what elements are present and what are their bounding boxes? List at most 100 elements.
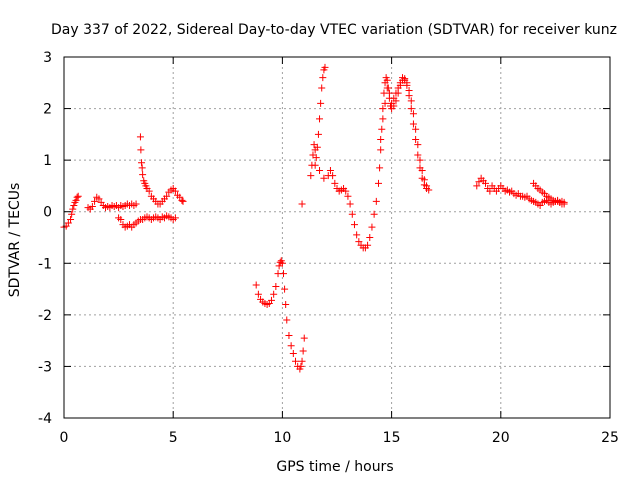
data-point-marker (171, 187, 179, 195)
data-point-marker (326, 166, 334, 174)
y-tick-label: -3 (38, 359, 52, 375)
data-point-marker (179, 197, 187, 205)
data-point-marker (64, 219, 72, 227)
data-point-marker (272, 282, 280, 290)
data-point-marker (137, 146, 145, 154)
data-point-marker (292, 357, 300, 365)
data-point-marker (379, 105, 387, 113)
x-tick-label: 25 (601, 430, 619, 446)
data-point-marker (72, 196, 80, 204)
data-point-marker (405, 92, 413, 100)
data-point-marker (409, 110, 417, 118)
data-point-marker (370, 210, 378, 218)
data-point-marker (372, 197, 380, 205)
x-tick-label: 20 (492, 430, 510, 446)
series-arc-2 (84, 193, 140, 213)
data-point-marker (163, 192, 171, 200)
data-point-marker (414, 151, 422, 159)
series-arc-1 (60, 192, 82, 231)
data-point-marker (320, 174, 328, 182)
data-point-marker (331, 179, 339, 187)
series-arc-7 (311, 74, 433, 252)
data-point-marker (486, 187, 494, 195)
data-point-marker (281, 285, 289, 293)
data-point-marker (70, 202, 78, 210)
data-point-marker (383, 76, 391, 84)
data-point-marker (279, 270, 287, 278)
data-point-marker (355, 238, 363, 246)
x-tick-label: 10 (273, 430, 291, 446)
data-point-marker (381, 99, 389, 107)
data-point-marker (329, 172, 337, 180)
series-arc-5 (252, 257, 308, 373)
data-point-marker (95, 195, 103, 203)
data-point-marker (374, 179, 382, 187)
y-axis-title: SDTVAR / TECUs (7, 183, 23, 298)
data-point-marker (139, 171, 147, 179)
data-point-marker (298, 200, 306, 208)
data-point-marker (287, 342, 295, 350)
data-point-marker (285, 331, 293, 339)
data-point-marker (416, 156, 424, 164)
data-point-marker (171, 214, 179, 222)
data-markers (60, 63, 568, 373)
data-point-marker (88, 203, 96, 211)
series-arc-6 (298, 63, 329, 208)
data-point-marker (414, 141, 422, 149)
data-point-marker (394, 84, 402, 92)
data-point-marker (299, 347, 307, 355)
data-point-marker (321, 63, 329, 71)
data-point-marker (300, 334, 308, 342)
series-arc-8 (377, 74, 431, 193)
data-point-marker (377, 136, 385, 144)
data-point-marker (270, 290, 278, 298)
series-arc-3 (115, 212, 179, 231)
data-point-marker (317, 99, 325, 107)
data-point-marker (68, 210, 76, 218)
data-point-marker (388, 99, 396, 107)
data-point-marker (412, 136, 420, 144)
data-point-marker (74, 192, 82, 200)
data-point-marker (407, 105, 415, 113)
data-point-marker (383, 84, 391, 92)
data-point-marker (289, 350, 297, 358)
y-tick-label: 0 (43, 205, 52, 221)
data-point-marker (278, 259, 286, 267)
data-point-marker (376, 164, 384, 172)
data-point-marker (482, 179, 490, 187)
data-point-marker (385, 89, 393, 97)
data-point-marker (368, 223, 376, 231)
data-point-marker (423, 185, 431, 193)
data-point-marker (390, 94, 398, 102)
y-tick-label: -1 (38, 256, 52, 272)
y-tick-label: -4 (38, 411, 52, 427)
series-arc-10 (530, 179, 568, 208)
data-point-marker (312, 154, 320, 162)
y-tick-label: 2 (43, 102, 52, 118)
data-point-marker (475, 178, 483, 186)
data-point-marker (348, 210, 356, 218)
series-arc-9 (473, 174, 568, 210)
data-point-marker (392, 89, 400, 97)
axis-ticks: 0 5 10 15 20 25 -4 -3 -2 -1 0 1 2 3 (38, 50, 619, 446)
data-point-marker (409, 120, 417, 128)
data-point-marker (132, 200, 140, 208)
data-point-marker (178, 196, 186, 204)
x-tick-label: 0 (60, 430, 69, 446)
data-point-marker (378, 125, 386, 133)
data-point-marker (73, 193, 81, 201)
data-point-marker (366, 234, 374, 241)
data-point-marker (342, 187, 350, 195)
data-point-marker (350, 221, 358, 229)
data-point-marker (145, 187, 153, 195)
x-tick-label: 5 (169, 430, 178, 446)
data-point-marker (407, 97, 415, 105)
data-point-marker (319, 74, 327, 82)
data-point-marker (318, 84, 326, 92)
data-point-marker (136, 133, 144, 141)
data-point-marker (282, 301, 290, 309)
data-point-marker (267, 296, 275, 304)
data-point-marker (297, 362, 305, 370)
y-tick-label: -2 (38, 308, 52, 324)
